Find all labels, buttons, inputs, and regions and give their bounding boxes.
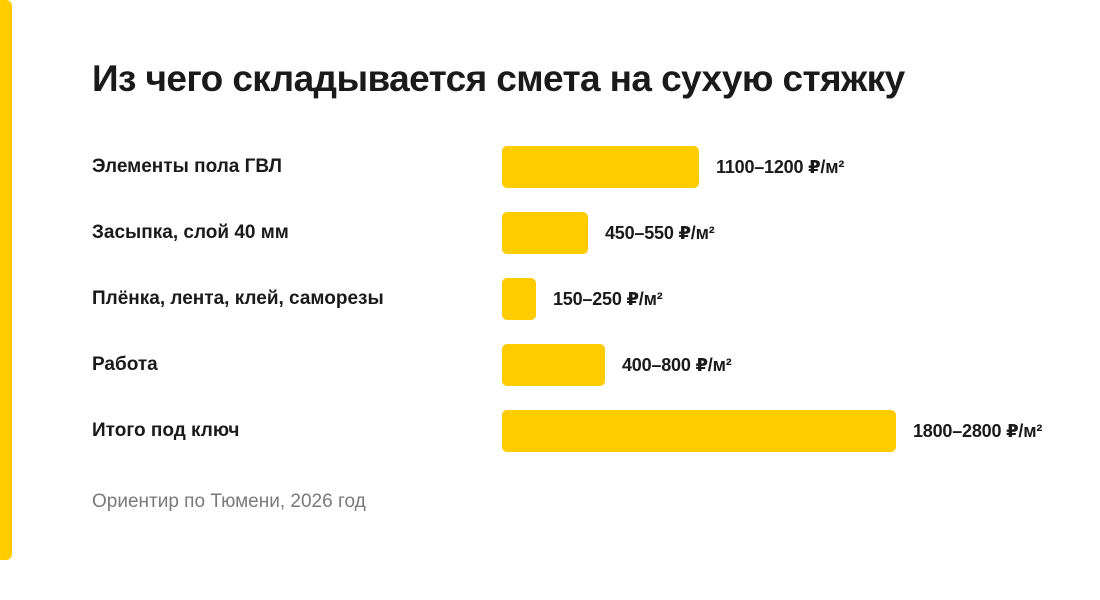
value-label: 400–800 ₽/м²	[622, 355, 732, 375]
value-label: 450–550 ₽/м²	[605, 223, 715, 243]
category-label: Элементы пола ГВЛ	[92, 156, 282, 177]
bar-row: Засыпка, слой 40 мм 450–550 ₽/м²	[0, 212, 1100, 254]
value-label: 150–250 ₽/м²	[553, 289, 663, 309]
bar-row: Элементы пола ГВЛ 1100–1200 ₽/м²	[0, 146, 1100, 188]
value-label: 1800–2800 ₽/м²	[913, 421, 1043, 441]
bar-row: Итого под ключ 1800–2800 ₽/м²	[0, 410, 1100, 452]
accent-stripe	[0, 0, 12, 560]
bar	[502, 410, 896, 452]
chart-title: Из чего складывается смета на сухую стяж…	[92, 58, 905, 99]
value-label: 1100–1200 ₽/м²	[716, 157, 845, 177]
bar-row: Работа 400–800 ₽/м²	[0, 344, 1100, 386]
category-label: Засыпка, слой 40 мм	[92, 222, 289, 243]
category-label: Работа	[92, 354, 158, 375]
bar	[502, 344, 605, 386]
bar	[502, 146, 699, 188]
category-label: Плёнка, лента, клей, саморезы	[92, 288, 384, 309]
category-label: Итого под ключ	[92, 420, 240, 441]
footnote: Ориентир по Тюмени, 2026 год	[92, 491, 366, 512]
bar	[502, 278, 536, 320]
bar	[502, 212, 588, 254]
bar-row: Плёнка, лента, клей, саморезы 150–250 ₽/м…	[0, 278, 1100, 320]
